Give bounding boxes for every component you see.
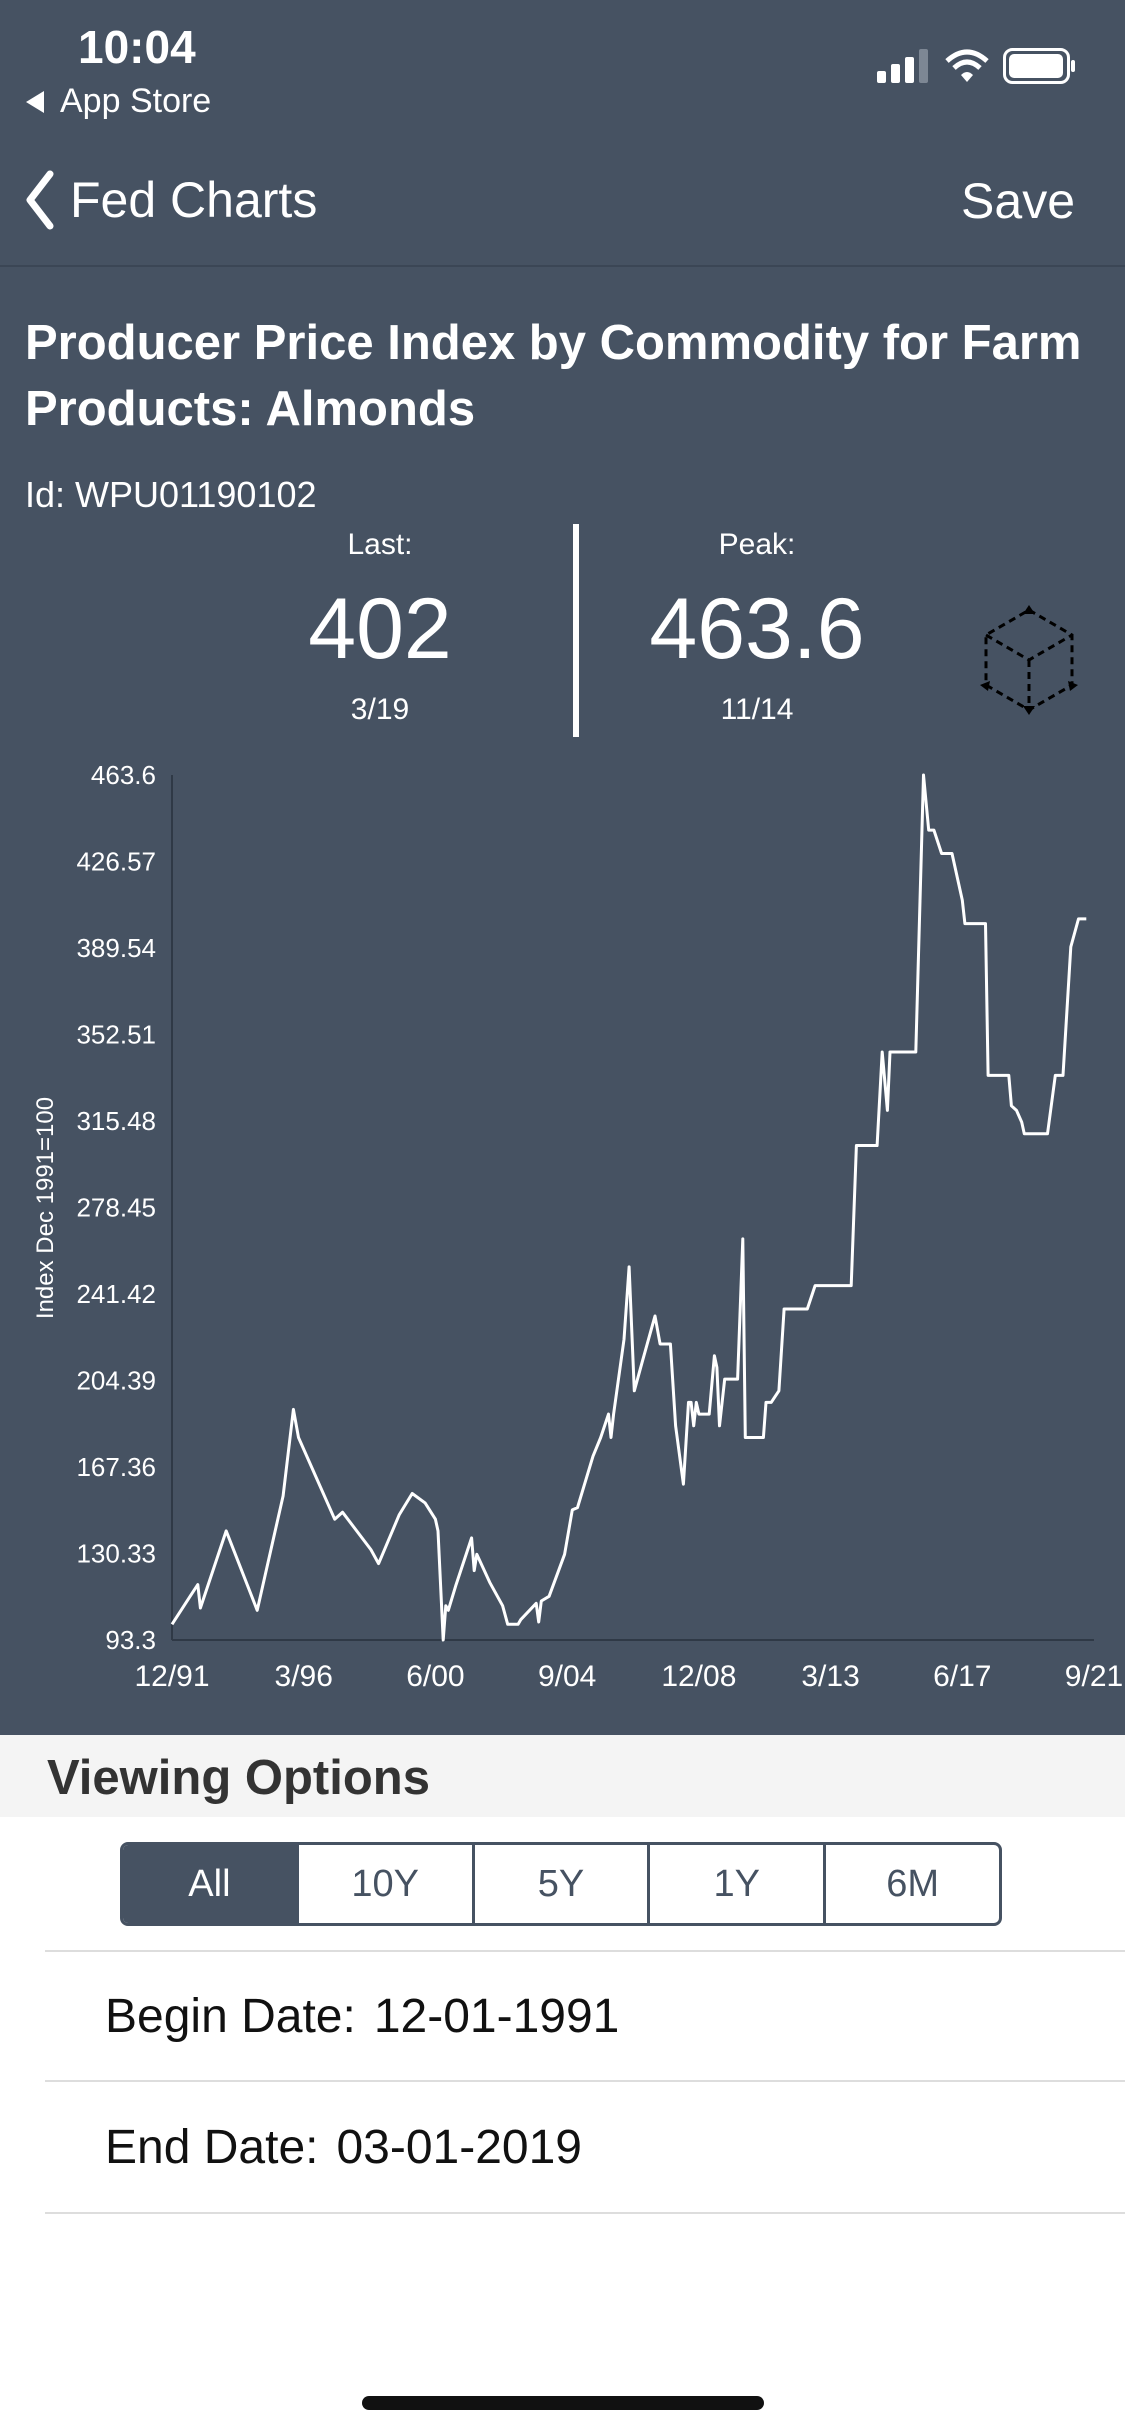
peak-value: 463.6: [649, 581, 865, 677]
price-chart: 463.6 426.57 389.54 352.51 315.48 278.45 241.4…: [32, 760, 1123, 1693]
y-tick-label: 463.6: [91, 760, 156, 790]
y-tick-label: 278.45: [76, 1193, 156, 1223]
y-tick-label: 389.54: [76, 933, 156, 963]
back-app-label: App Store: [60, 82, 212, 120]
y-tick-label: 167.36: [76, 1452, 156, 1482]
x-tick-label: 6/17: [933, 1660, 991, 1693]
y-tick-label: 130.33: [76, 1539, 156, 1569]
peak-date: 11/14: [720, 693, 794, 726]
begin-date-value: 12-01-1991: [373, 1989, 620, 2043]
x-tick-label: 9/04: [538, 1660, 596, 1693]
battery-icon: [1003, 48, 1075, 84]
last-value: 402: [308, 581, 452, 677]
series-line: [170, 773, 1087, 1642]
end-date-row[interactable]: End Date: 03-01-2019: [45, 2082, 1125, 2214]
viewing-options-header: Viewing Options: [0, 1735, 1125, 1817]
y-tick-label: 93.3: [105, 1625, 156, 1655]
status-icons: [877, 48, 1077, 84]
tab-5y[interactable]: 5Y: [471, 1845, 648, 1923]
peak-label: Peak:: [718, 528, 796, 561]
tab-1y[interactable]: 1Y: [647, 1845, 823, 1923]
end-date-label: End Date:: [105, 2120, 319, 2174]
x-tick-label: 12/91: [134, 1660, 209, 1693]
x-tick-label: 12/08: [661, 1660, 736, 1693]
chevron-left-icon: [26, 170, 54, 230]
back-to-app-store[interactable]: App Store: [26, 82, 211, 121]
back-button-label: Fed Charts: [70, 172, 318, 228]
last-stat: Last: 402 3/19: [240, 528, 520, 727]
y-tick-label: 315.48: [76, 1106, 156, 1136]
begin-date-label: Begin Date:: [105, 1989, 356, 2043]
status-time: 10:04: [78, 21, 196, 73]
x-tick-label: 9/21: [1065, 1660, 1123, 1693]
series-id: Id: WPU01190102: [25, 474, 317, 515]
end-date-value: 03-01-2019: [336, 2120, 582, 2174]
save-button[interactable]: Save: [961, 173, 1075, 229]
wifi-icon: [945, 49, 989, 82]
back-triangle-icon: [26, 90, 44, 113]
back-button[interactable]: Fed Charts: [24, 170, 317, 230]
begin-date-row[interactable]: Begin Date: 12-01-1991: [45, 1950, 1125, 2082]
y-tick-label: 426.57: [76, 847, 156, 877]
y-tick-label: 352.51: [76, 1020, 156, 1050]
x-tick-label: 6/00: [406, 1660, 464, 1693]
y-tick-label: 241.42: [76, 1279, 156, 1309]
last-date: 3/19: [350, 693, 410, 726]
y-axis-title: Index Dec 1991=100: [32, 1097, 59, 1319]
stat-divider: [573, 524, 579, 737]
peak-stat: Peak: 463.6 11/14: [617, 528, 897, 727]
x-tick-label: 3/13: [801, 1660, 859, 1693]
series-title: Producer Price Index by Commodity for Fa…: [25, 316, 1082, 436]
home-indicator: [362, 2396, 764, 2410]
tab-6m[interactable]: 6M: [823, 1845, 999, 1923]
signal-icon: [877, 49, 928, 83]
range-segmented-control: All 10Y 5Y 1Y 6M: [120, 1842, 1002, 1926]
navigation-bar: Fed Charts Save: [0, 150, 1125, 267]
last-label: Last:: [347, 528, 413, 561]
header-region: [0, 0, 1125, 1735]
viewing-options-title: Viewing Options: [47, 1751, 430, 1805]
tab-10y[interactable]: 10Y: [295, 1845, 472, 1923]
x-tick-label: 3/96: [275, 1660, 333, 1693]
y-tick-label: 204.39: [76, 1366, 156, 1396]
cube-3d-icon[interactable]: [980, 605, 1078, 715]
tab-all[interactable]: All: [123, 1845, 296, 1923]
